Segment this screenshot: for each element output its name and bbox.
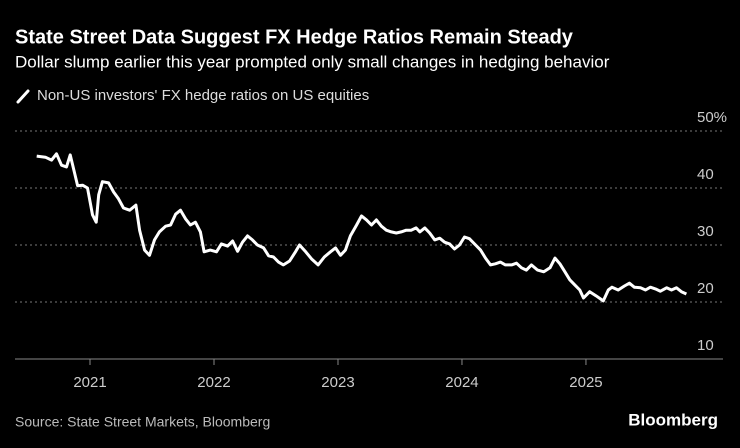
y-tick-label: 40 [697,166,714,183]
source: Source: State Street Markets, Bloomberg [15,414,270,430]
y-tick-label: 20 [697,280,714,297]
data-line [36,152,688,303]
y-tick-label: 30 [697,223,714,240]
y-tick-label: 10 [697,337,714,354]
legend-swatch [16,89,30,104]
x-tick-label: 2024 [445,374,478,391]
legend-label: Non-US investors' FX hedge ratios on US … [37,87,369,104]
credit: Bloomberg [628,410,718,429]
x-tick-label: 2023 [321,374,354,391]
x-tick-label: 2022 [197,374,230,391]
chart-subtitle: Dollar slump earlier this year prompted … [15,52,610,71]
y-tick-label: 50% [697,109,727,126]
x-tick-label: 2025 [569,374,602,391]
x-tick-label: 2021 [73,374,106,391]
chart-title: State Street Data Suggest FX Hedge Ratio… [15,26,574,48]
